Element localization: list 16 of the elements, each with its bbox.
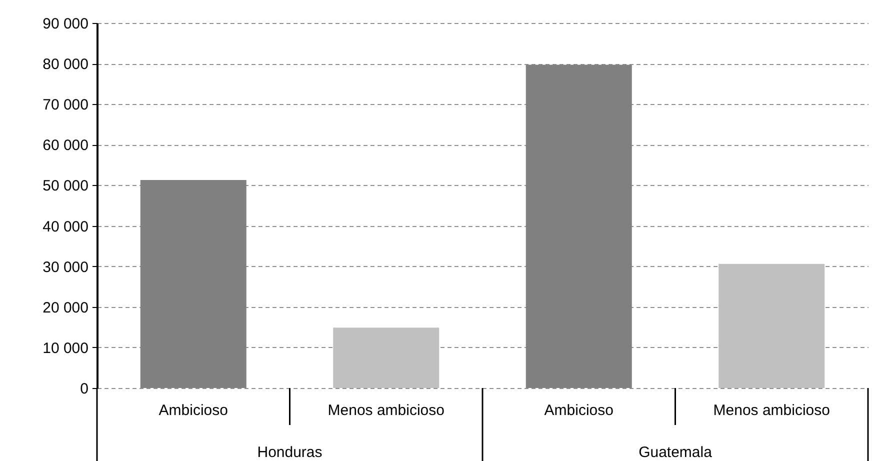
series-label: Menos ambicioso <box>328 402 444 419</box>
y-tick-label: 50 000 <box>42 178 88 195</box>
text: Menos ambicioso <box>713 402 830 419</box>
y-tick-label: 60 000 <box>42 137 88 154</box>
x-tick-label: Guatemala <box>638 444 713 461</box>
x-tick-label: Honduras <box>257 444 322 461</box>
y-tick-label: 0 <box>80 380 88 398</box>
y-tick-label: 70 000 <box>42 96 88 114</box>
y-tick-label: 20 000 <box>42 299 88 316</box>
series-label: Ambicioso <box>158 402 228 419</box>
y-tick-label: 90 000 <box>42 16 88 32</box>
y-tick-label: 40 000 <box>42 218 88 236</box>
y-tick-label: 10 000 <box>42 340 88 357</box>
y-tick-label: 30 000 <box>42 258 88 276</box>
text: Ambicioso <box>544 402 614 419</box>
y-tick-label: 80 000 <box>42 56 88 74</box>
